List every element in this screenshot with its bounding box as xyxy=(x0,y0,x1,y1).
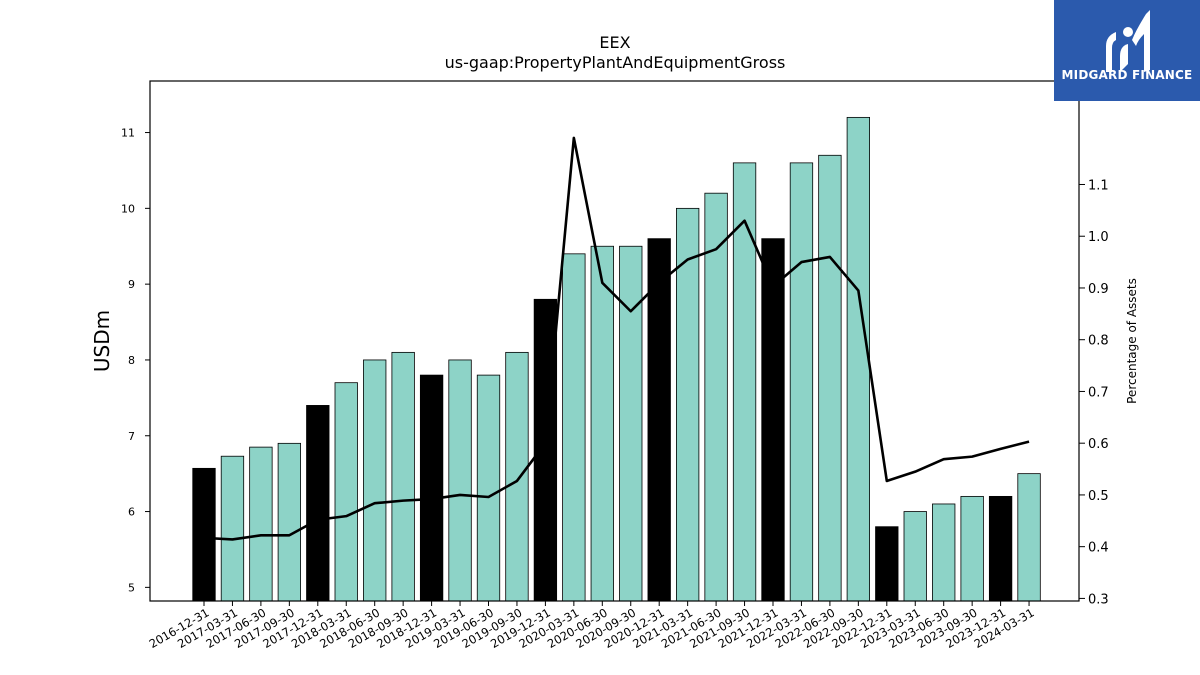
line-series xyxy=(203,136,1030,541)
bar-2019-12-31 xyxy=(533,298,558,602)
bar-2017-12-31 xyxy=(306,405,330,602)
bar-2016-12-31 xyxy=(192,467,216,602)
y-tick-label: 11 xyxy=(121,127,135,140)
bar-2019-09-30 xyxy=(505,351,529,602)
y2-axis-label: Percentage of Assets xyxy=(1125,278,1139,404)
y2-tick-label: 1.0 xyxy=(1088,230,1109,245)
bar-2020-12-31 xyxy=(647,238,671,602)
plot-frame xyxy=(149,80,1080,602)
bar-2022-09-30 xyxy=(846,116,870,602)
bar-2017-03-31 xyxy=(220,455,245,602)
bar-2017-06-30 xyxy=(249,446,273,602)
bar-2021-12-31 xyxy=(761,238,785,602)
bar-2019-03-31 xyxy=(448,359,472,602)
x-axis: 2016-12-312017-03-312017-06-302017-09-30… xyxy=(147,601,1037,651)
bar-2017-09-30 xyxy=(277,442,302,602)
bar-2022-12-31 xyxy=(875,526,899,602)
brand-logo: MIDGARD FINANCE xyxy=(1054,0,1200,101)
bar-2022-03-31 xyxy=(789,162,814,602)
y-axis-label: USDm xyxy=(90,310,114,372)
y-tick-label: 9 xyxy=(128,278,135,291)
y-tick-label: 5 xyxy=(128,581,135,594)
bar-2018-09-30 xyxy=(391,351,415,602)
y2-tick-label: 0.7 xyxy=(1088,385,1109,400)
chart-title: EEX xyxy=(599,33,630,52)
bar-2023-03-31 xyxy=(903,511,927,602)
y2-tick-label: 0.3 xyxy=(1088,592,1109,607)
y-tick-label: 10 xyxy=(121,202,135,215)
logo-text: MIDGARD FINANCE xyxy=(1061,68,1193,82)
y2-tick-label: 0.4 xyxy=(1088,541,1109,556)
bar-2021-06-30 xyxy=(704,192,728,602)
bar-2019-06-30 xyxy=(476,374,501,602)
bar-2023-09-30 xyxy=(960,495,984,602)
bar-2018-12-31 xyxy=(419,374,444,602)
y-axis-left: 5 6 7 8 9 10 11 xyxy=(121,127,150,594)
y2-tick-label: 0.9 xyxy=(1088,282,1109,297)
percentage-of-assets-line xyxy=(203,136,1030,541)
y-tick-label: 7 xyxy=(128,430,135,443)
bar-2018-03-31 xyxy=(334,382,358,602)
bar-2020-06-30 xyxy=(590,245,614,602)
bar-2020-09-30 xyxy=(619,245,643,602)
y2-tick-label: 1.1 xyxy=(1088,178,1109,193)
bar-2018-06-30 xyxy=(363,359,387,602)
bar-series xyxy=(192,116,1041,602)
y-tick-label: 8 xyxy=(128,354,135,367)
bar-2023-12-31 xyxy=(988,495,1013,602)
y-tick-label: 6 xyxy=(128,506,135,519)
bar-2023-06-30 xyxy=(932,503,956,602)
bar-2022-06-30 xyxy=(818,154,842,602)
midgard-logo-icon xyxy=(1106,10,1150,72)
chart-subtitle: us-gaap:PropertyPlantAndEquipmentGross xyxy=(445,53,786,72)
y-axis-right: 0.3 0.4 0.5 0.6 0.7 0.8 0.9 1.0 1.1 xyxy=(1079,178,1109,607)
y2-tick-label: 0.6 xyxy=(1088,437,1109,452)
y2-tick-label: 0.5 xyxy=(1088,489,1109,504)
y2-tick-label: 0.8 xyxy=(1088,334,1109,349)
bar-2020-03-31 xyxy=(562,253,586,602)
bar-2024-03-31 xyxy=(1017,473,1041,602)
